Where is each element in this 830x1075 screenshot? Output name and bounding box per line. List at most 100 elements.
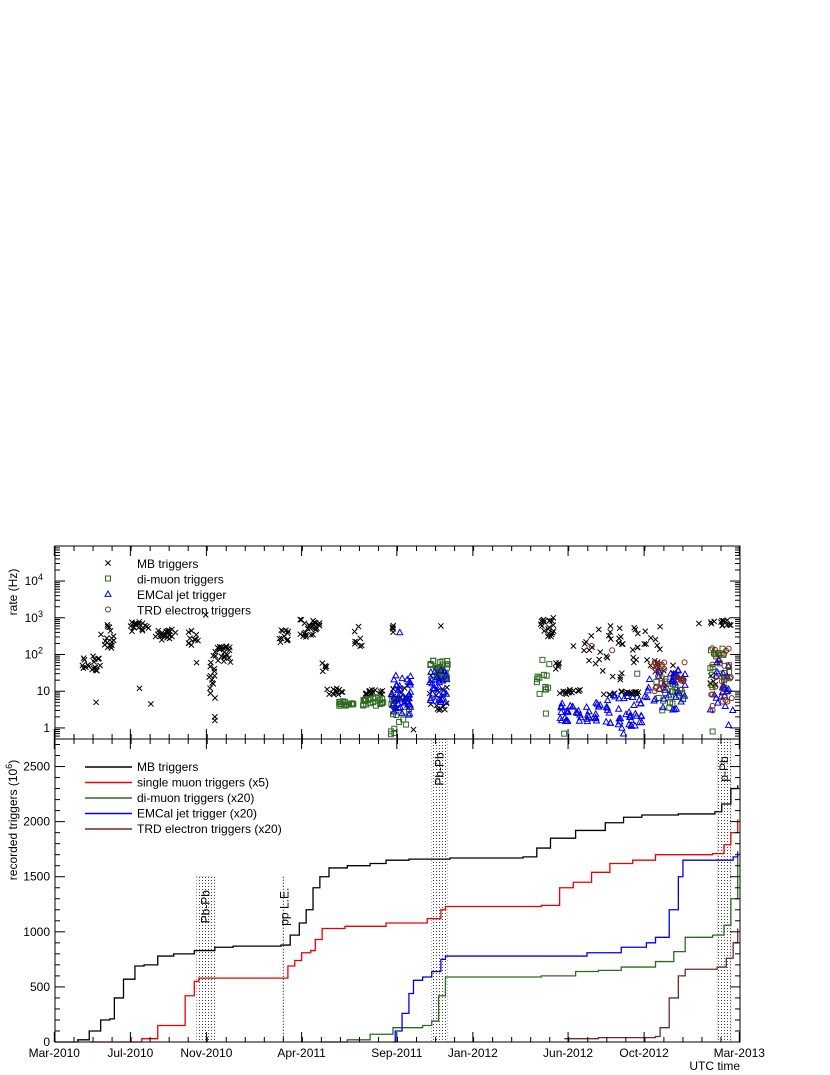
- emcal-point: [437, 698, 445, 706]
- mb-trigger-point: [642, 628, 649, 635]
- mb-trigger-point: [641, 641, 648, 647]
- cumulative-x-tick-label: Mar-2010: [29, 1046, 81, 1060]
- trd-point: [678, 675, 685, 682]
- cumulative-y-tick-label: 1000: [23, 925, 50, 939]
- mb-trigger-point: [369, 686, 375, 693]
- emcal-point: [644, 683, 653, 691]
- mb-trigger-point: [92, 666, 99, 673]
- emcal-point: [395, 628, 404, 636]
- rate-legend-label: EMCal jet trigger: [137, 588, 226, 602]
- mb-trigger-point: [106, 624, 113, 631]
- di-muon-point: [543, 672, 550, 679]
- trd-point: [652, 660, 659, 667]
- mb-trigger-point: [210, 680, 217, 687]
- mb-trigger-point: [131, 620, 138, 627]
- emcal-point: [637, 718, 646, 726]
- trd-point: [721, 650, 728, 657]
- emcal-point: [605, 708, 614, 716]
- mb-trigger-point: [410, 726, 417, 733]
- mb-trigger-point: [555, 661, 562, 668]
- run-period-bands: Pb-Pb pp L.E. Pb-Pb p-Pb: [196, 738, 732, 1043]
- emcal-point: [674, 665, 682, 673]
- emcal-point: [436, 696, 445, 703]
- emcal-point: [428, 684, 437, 692]
- cumulative-x-tick-label: Oct-2012: [619, 1046, 669, 1060]
- mb-trigger-point: [597, 649, 604, 656]
- mb-trigger-point: [185, 640, 192, 647]
- cumulative-legend-label: di-muon triggers (x20): [137, 791, 254, 805]
- emcal-point: [390, 693, 399, 701]
- emcal-point: [394, 699, 403, 707]
- di-muon-point: [342, 702, 349, 709]
- mb-trigger-point: [211, 668, 218, 675]
- run-period-label: Pb-Pb: [199, 890, 213, 924]
- mb-trigger-point: [437, 706, 444, 713]
- emcal-point: [441, 697, 450, 705]
- emcal-point: [400, 698, 409, 706]
- emcal-point: [628, 693, 637, 701]
- emcal-point: [720, 684, 729, 692]
- cumulative-y-axis-label: recorded triggers (106): [4, 760, 20, 880]
- mb-trigger-point: [633, 656, 640, 663]
- emcal-point: [723, 686, 732, 694]
- mb-trigger-point: [726, 621, 733, 628]
- mb-trigger-point: [357, 635, 364, 642]
- emcal-point: [104, 589, 112, 597]
- emcal-point: [405, 709, 414, 717]
- mb-trigger-point: [311, 619, 318, 626]
- emcal-point: [714, 698, 722, 706]
- mb-trigger-point: [581, 640, 588, 647]
- mb-trigger-point: [110, 633, 117, 640]
- emcal-point: [396, 695, 405, 703]
- emcal-point: [670, 705, 679, 713]
- emcal-point: [615, 694, 623, 702]
- di-muon-point: [545, 684, 552, 691]
- di-muon-point: [533, 679, 540, 686]
- di-muon-point: [349, 701, 356, 708]
- emcal-point: [659, 703, 667, 711]
- mb-trigger-point: [186, 635, 193, 642]
- trd-point: [674, 676, 681, 683]
- mb-trigger-point: [298, 616, 305, 623]
- mb-trigger-point: [316, 622, 323, 629]
- cumulative-y-axis: 0 500 1000 1500 2000 2500: [23, 744, 740, 1049]
- mb-trigger-point: [168, 633, 175, 640]
- di-muon-point: [105, 575, 111, 582]
- mb-trigger-point: [297, 631, 304, 638]
- mb-trigger-point: [588, 632, 595, 639]
- emcal-point: [591, 709, 600, 717]
- emcal-point: [398, 709, 406, 717]
- mb-trigger-point: [619, 641, 626, 648]
- trd-point: [681, 659, 688, 666]
- emcal-point: [442, 675, 451, 683]
- mb-trigger-point: [724, 617, 731, 624]
- emcal-point: [594, 702, 603, 710]
- di-muon-point: [350, 700, 357, 707]
- mb-trigger-point: [570, 643, 577, 649]
- cumulative-x-axis: Mar-2010 Jul-2010 Nov-2010 Apr-2011 Sep-2011…: [29, 739, 765, 1060]
- mb-trigger-point: [586, 657, 592, 664]
- mb-trigger-point: [108, 644, 115, 651]
- mb-trigger-point: [207, 659, 214, 666]
- mb-trigger-point: [193, 631, 200, 638]
- trd-point: [678, 686, 685, 693]
- cumulative-line: [55, 785, 739, 1043]
- mb-trigger-point: [336, 686, 343, 693]
- emcal-point: [426, 696, 435, 703]
- mb-trigger-point: [550, 614, 557, 621]
- mb-trigger-point: [550, 622, 557, 629]
- mb-trigger-point: [128, 628, 135, 635]
- rate-y-tick-label: 102: [25, 645, 43, 661]
- emcal-point: [660, 694, 668, 702]
- mb-trigger-point: [357, 643, 364, 650]
- emcal-point: [561, 716, 570, 724]
- cumulative-legend: MB triggers single muon triggers (x5)di-m…: [85, 760, 282, 836]
- trd-point: [658, 680, 665, 687]
- emcal-point: [406, 680, 415, 688]
- mb-trigger-point: [97, 662, 104, 669]
- emcal-point: [615, 717, 624, 725]
- mb-trigger-point: [308, 632, 314, 638]
- trd-point: [712, 674, 719, 681]
- di-muon-point: [378, 700, 385, 707]
- mb-trigger-point: [211, 717, 218, 724]
